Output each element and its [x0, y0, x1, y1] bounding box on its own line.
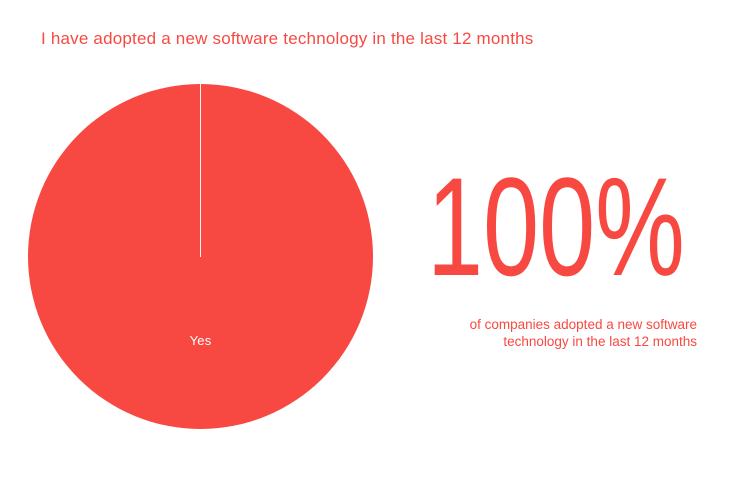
pie-chart: Yes	[28, 84, 373, 429]
headline-stat-value: 100%	[427, 148, 685, 305]
pie-slice-label-yes: Yes	[189, 333, 212, 348]
stat-caption-line2: technology in the last 12 months	[503, 334, 697, 349]
chart-title: I have adopted a new software technology…	[41, 29, 534, 48]
stat-caption-line1: of companies adopted a new software	[469, 317, 697, 332]
pie-slice-divider	[199, 84, 202, 257]
stat-caption: of companies adopted a new software tech…	[470, 316, 697, 350]
